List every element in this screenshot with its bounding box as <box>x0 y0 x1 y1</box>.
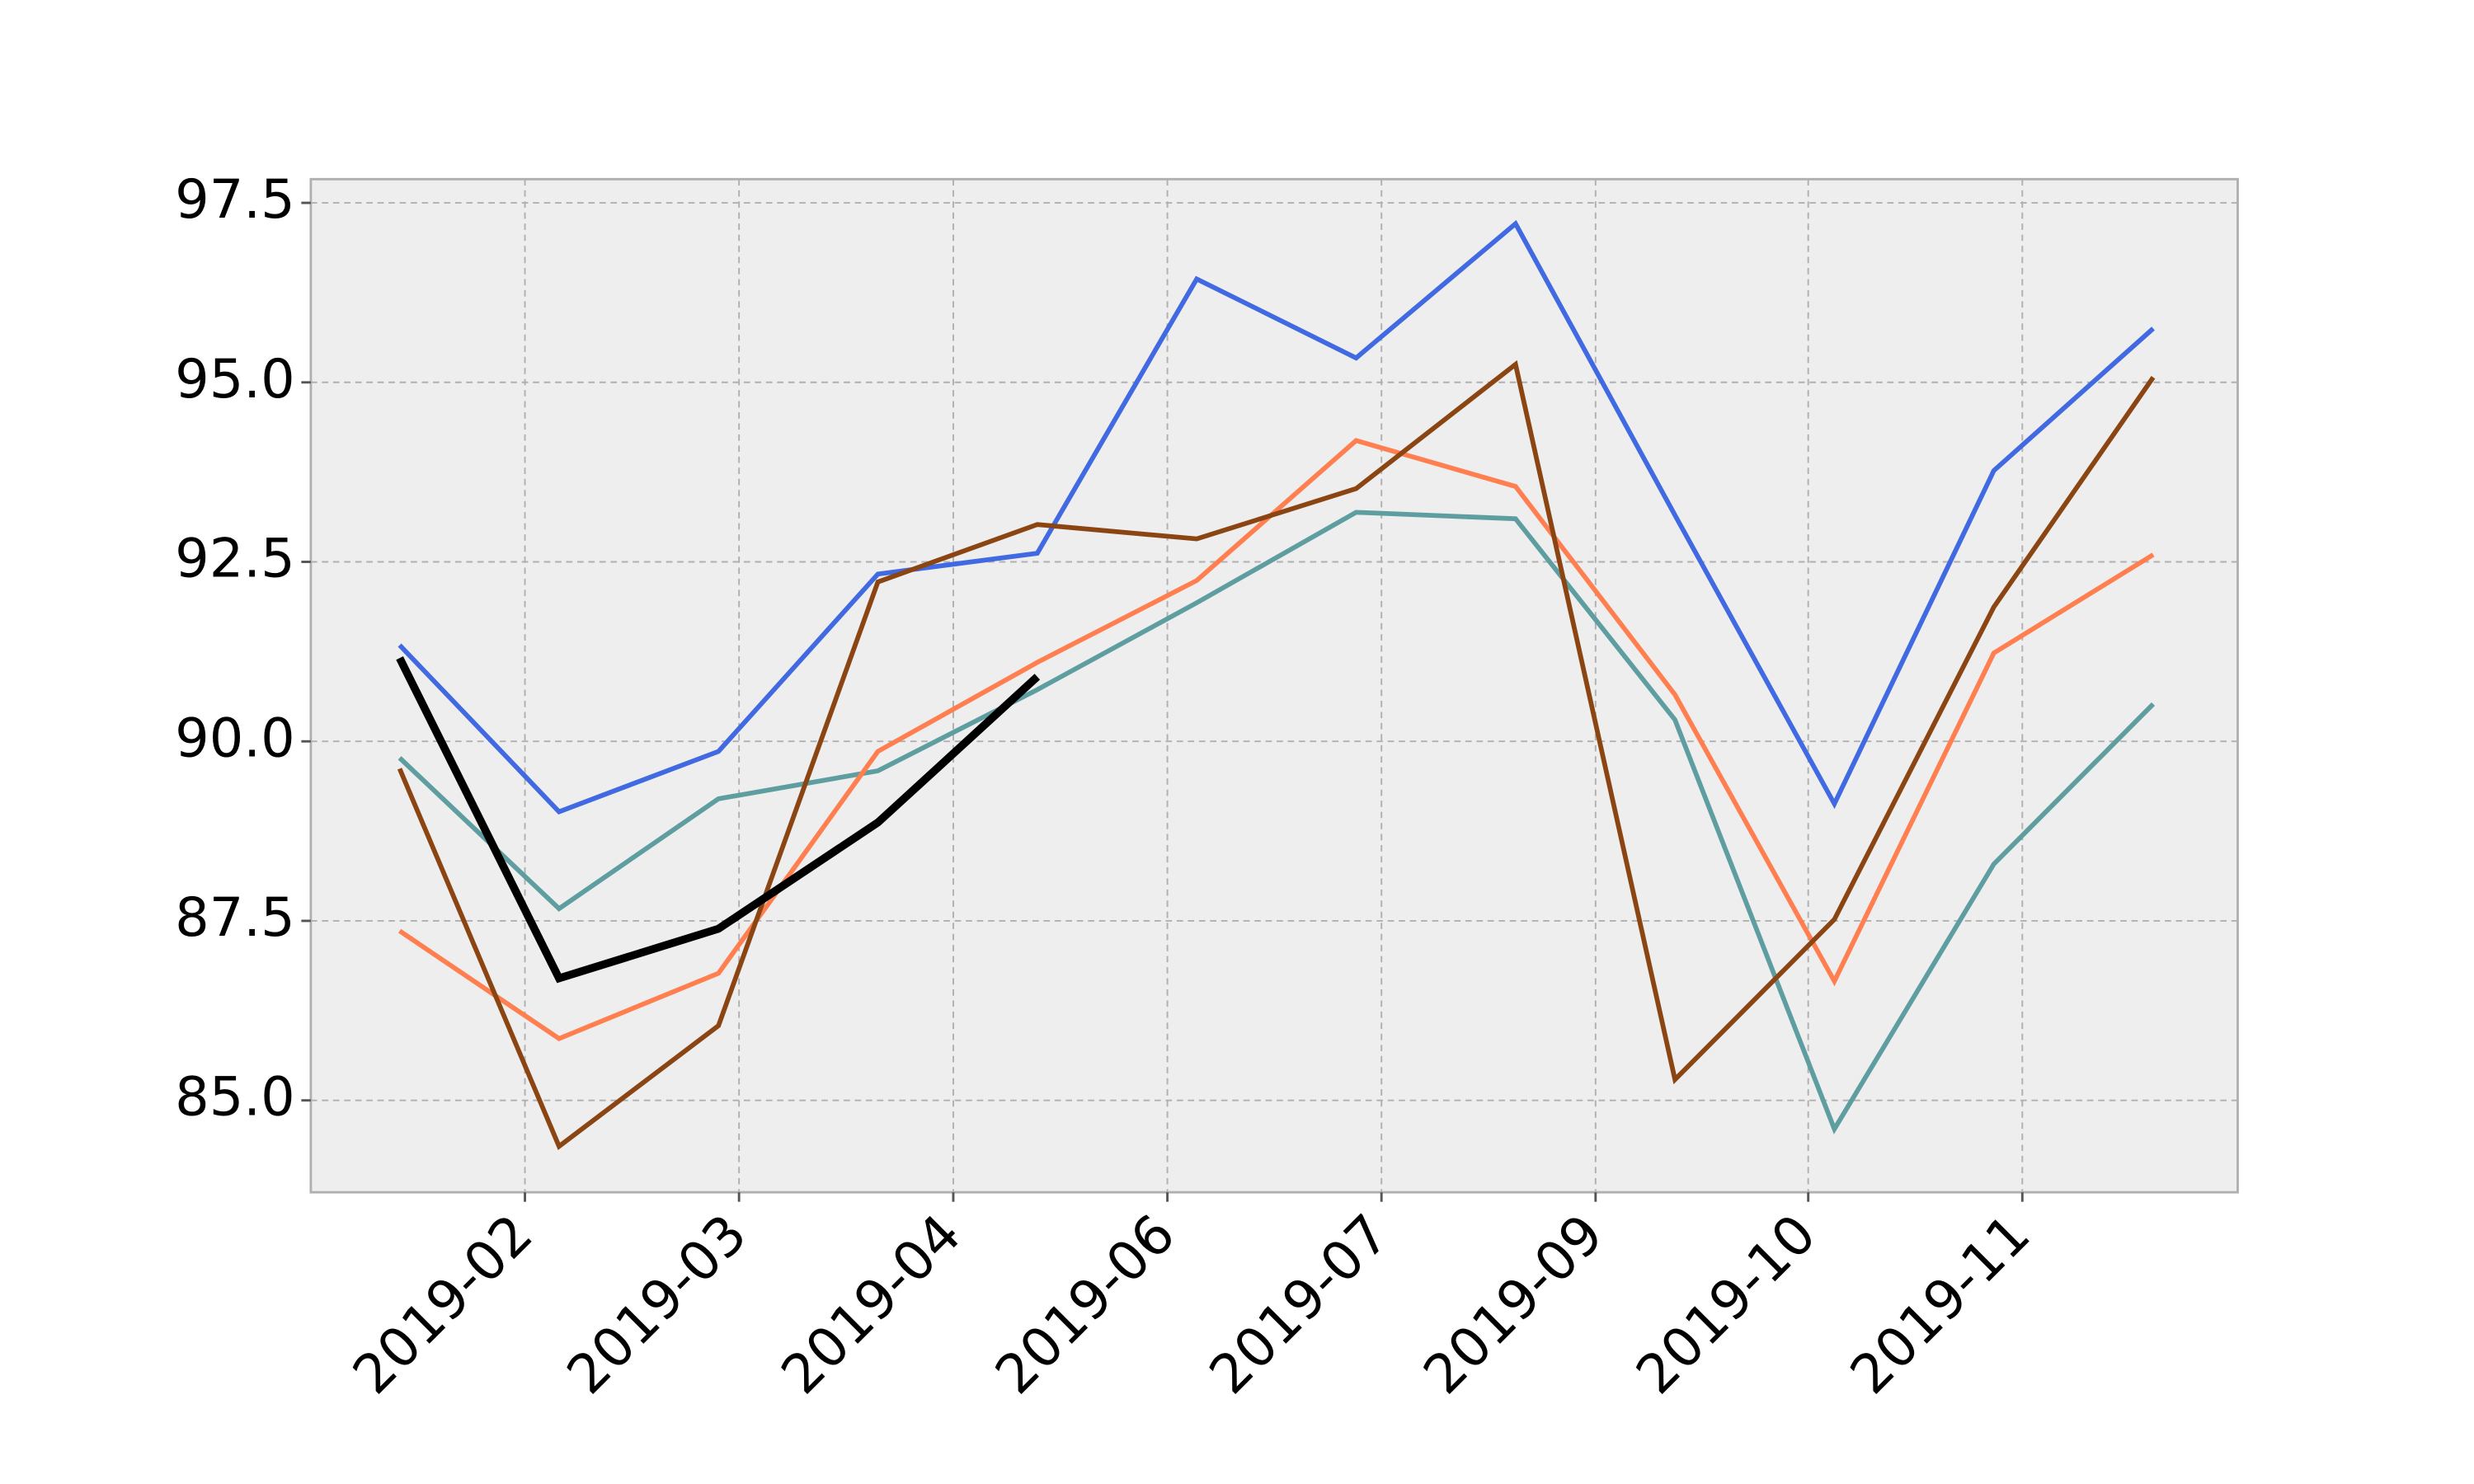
x-tick-label: 2019-09 <box>1412 1203 1616 1407</box>
x-tick-label: 2019-06 <box>984 1203 1188 1407</box>
series-line <box>397 219 2155 815</box>
y-tick-label: 92.5 <box>175 528 295 590</box>
series-line <box>397 438 2155 1042</box>
x-tick-label: 2019-11 <box>1838 1203 2042 1407</box>
y-tick-label: 85.0 <box>175 1066 295 1129</box>
plot-frame <box>309 177 2239 1194</box>
x-tick-label: 2019-10 <box>1625 1203 1828 1407</box>
x-tick-label: 2019-02 <box>341 1203 545 1407</box>
x-tick-label: 2019-07 <box>1197 1203 1401 1407</box>
plot-area <box>310 179 2238 1193</box>
y-tick-label: 90.0 <box>175 707 295 769</box>
series-line <box>396 656 1041 984</box>
x-tick-label: 2019-04 <box>769 1203 973 1407</box>
x-tick-label: 2019-03 <box>555 1203 759 1407</box>
y-tick-label: 95.0 <box>175 348 295 411</box>
series-line <box>397 359 2156 1150</box>
y-tick-label: 97.5 <box>175 168 295 231</box>
y-tick-label: 87.5 <box>175 886 295 949</box>
series-line <box>397 510 2156 1135</box>
